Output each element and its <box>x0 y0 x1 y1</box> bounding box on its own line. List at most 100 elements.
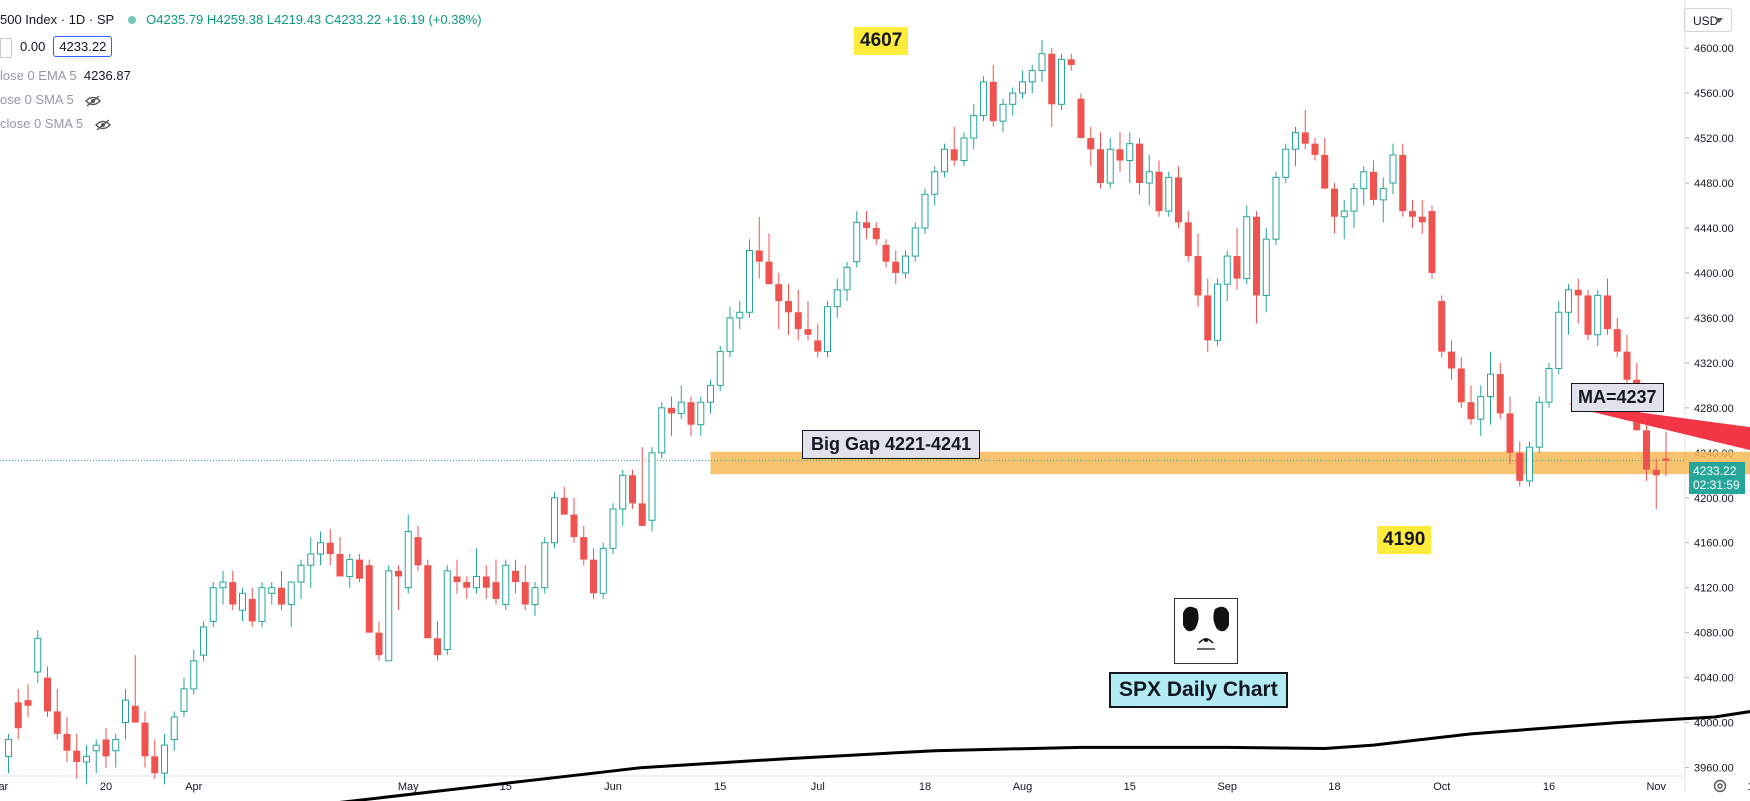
candle-body <box>1077 98 1085 139</box>
candle-body <box>170 716 178 740</box>
candle <box>570 497 578 543</box>
candle <box>648 447 656 532</box>
candle <box>209 582 217 628</box>
candle <box>190 649 198 695</box>
candle-body <box>24 700 32 706</box>
candle <box>1136 138 1143 195</box>
candle-body <box>648 452 656 521</box>
moving-average-line[interactable] <box>9 456 1750 801</box>
panda-logo-icon <box>1174 598 1238 664</box>
candle <box>1145 154 1153 206</box>
candle-body <box>629 475 636 504</box>
legend-sma-1[interactable]: ose 0 SMA 5 <box>0 92 102 107</box>
candle-body <box>551 497 558 544</box>
candle <box>1116 132 1124 172</box>
candle <box>1467 385 1475 425</box>
candle <box>92 739 100 774</box>
candle-body <box>248 598 256 622</box>
candle <box>434 621 441 661</box>
candle-body <box>1350 188 1358 212</box>
candle <box>141 711 149 768</box>
candle-body <box>804 329 812 335</box>
candle-body <box>1272 176 1280 240</box>
candle <box>1350 183 1358 228</box>
candle-body <box>1448 351 1455 369</box>
candle-body <box>570 514 578 538</box>
candle <box>1477 385 1485 436</box>
candle-body <box>5 738 12 757</box>
candle-body <box>14 702 22 729</box>
candle <box>892 250 900 285</box>
candle-body <box>521 582 529 605</box>
candle <box>619 469 627 526</box>
candle-body <box>960 137 968 162</box>
candle-body <box>814 340 822 352</box>
candle <box>365 559 373 633</box>
candle-body <box>999 103 1007 122</box>
candle <box>1457 357 1465 408</box>
candle-body <box>1058 58 1065 105</box>
candle-body <box>141 722 149 757</box>
candle <box>161 733 168 785</box>
candle-body <box>307 553 315 566</box>
candle-body <box>463 582 471 588</box>
candle <box>1087 126 1095 167</box>
candle <box>1097 132 1104 189</box>
candle-body <box>1643 430 1650 470</box>
indicator-value-box[interactable]: 4233.22 <box>53 36 113 57</box>
candle-body <box>1584 295 1592 335</box>
candle <box>999 98 1007 133</box>
candle <box>297 559 305 599</box>
candle-body <box>1623 351 1631 380</box>
candle-body <box>1243 216 1251 280</box>
candle <box>268 582 276 605</box>
candle-body <box>102 739 110 757</box>
candle-body <box>1652 469 1660 476</box>
candle <box>1204 278 1212 352</box>
candle-body <box>346 559 354 577</box>
candle-body <box>989 81 997 122</box>
y-tick-label: 4320.00 <box>1694 358 1734 370</box>
candle <box>83 745 90 785</box>
candle-body <box>1487 373 1494 398</box>
legend-sma-2[interactable]: close 0 SMA 5 <box>0 116 111 131</box>
candle <box>560 486 568 515</box>
candle <box>863 211 870 240</box>
candle-body <box>200 626 207 656</box>
y-tick-label: 4400.00 <box>1694 268 1734 280</box>
candle <box>638 447 646 526</box>
low-label: 4190 <box>1377 526 1432 554</box>
settings-icon[interactable] <box>1712 778 1728 797</box>
y-tick-label: 4280.00 <box>1694 403 1734 415</box>
symbol-label[interactable]: 500 Index · 1D · SP <box>0 12 115 27</box>
candle-body <box>707 384 714 403</box>
candle <box>73 733 81 779</box>
candle-body <box>1331 188 1338 217</box>
candle-body <box>1106 148 1114 184</box>
legend-ema[interactable]: lose 0 EMA 5 4236.87 <box>0 68 131 83</box>
status-dot-icon <box>128 16 137 25</box>
candle-body <box>482 576 490 588</box>
candle-body <box>1262 238 1270 296</box>
candle-body <box>424 565 432 639</box>
eye-off-icon[interactable] <box>85 95 102 107</box>
candle <box>1223 250 1231 302</box>
candle <box>1028 64 1036 94</box>
candle <box>697 396 705 436</box>
candle <box>541 537 549 594</box>
candle-body <box>638 503 646 526</box>
candle <box>395 565 402 611</box>
candle-body <box>1175 177 1182 223</box>
eye-off-icon[interactable] <box>94 119 111 131</box>
candle <box>1038 40 1046 82</box>
candle-body <box>209 587 217 622</box>
candle <box>707 379 714 414</box>
candle-body <box>668 407 675 414</box>
candle <box>1165 171 1173 217</box>
candle-body <box>1097 149 1104 184</box>
currency-select[interactable]: USD <box>1684 8 1732 32</box>
candle-body <box>1340 210 1348 218</box>
candle-body <box>258 587 266 622</box>
candle <box>14 688 22 740</box>
